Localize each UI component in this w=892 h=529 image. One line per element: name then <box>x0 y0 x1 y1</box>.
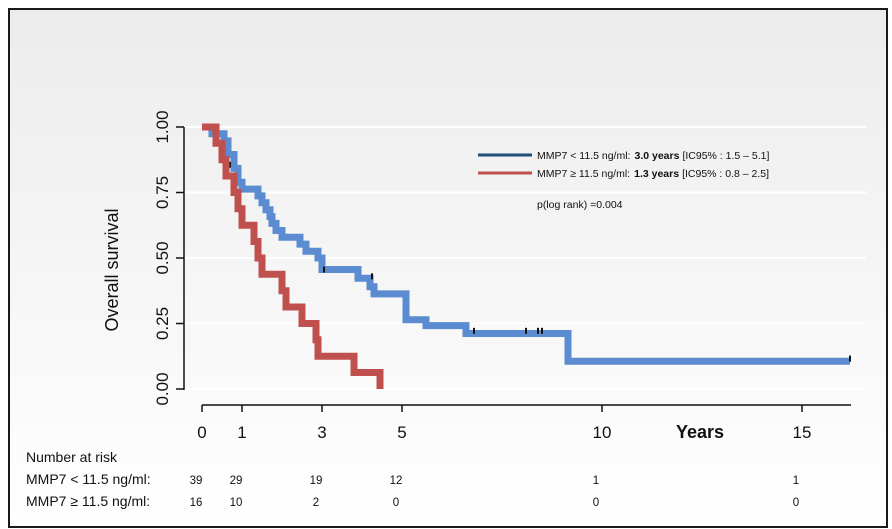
risk-value: 12 <box>390 475 403 487</box>
x-tick-label: 15 <box>793 423 812 442</box>
x-tick-label: 0 <box>197 423 206 442</box>
risk-value: 0 <box>393 497 399 509</box>
legend: MMP7 < 11.5 ng/ml: 3.0 years [IC95% : 1.5 … <box>478 150 770 180</box>
x-tick-label: 3 <box>317 423 326 442</box>
y-tick-label: 0.50 <box>153 241 172 274</box>
risk-row-label-high: MMP7 ≥ 11.5 ng/ml: <box>26 493 150 509</box>
risk-value: 39 <box>190 475 203 487</box>
risk-value: 29 <box>230 475 243 487</box>
risk-value: 1 <box>793 475 799 487</box>
y-tick-label: 1.00 <box>153 110 172 143</box>
x-tick-label: 1 <box>237 423 246 442</box>
logrank-p-value: p(log rank) =0.004 <box>537 199 623 211</box>
risk-table: Number at risk MMP7 < 11.5 ng/ml: MMP7 ≥… <box>26 449 799 509</box>
chart-frame <box>8 8 888 528</box>
risk-value: 0 <box>793 497 799 509</box>
risk-value: 2 <box>313 497 319 509</box>
legend-text-high: MMP7 ≥ 11.5 ng/ml: 1.3 years [IC95% : 0.8 … <box>537 168 769 180</box>
y-tick-label: 0.00 <box>153 372 172 405</box>
risk-value: 0 <box>593 497 599 509</box>
curve-series-1 <box>202 123 384 389</box>
survival-curves <box>202 123 851 389</box>
y-axis-title: Overall survival <box>102 208 122 331</box>
y-tick-label: 0.75 <box>153 176 172 209</box>
risk-table-title: Number at risk <box>26 449 118 465</box>
y-tick-label: 0.25 <box>153 307 172 340</box>
risk-row-label-low: MMP7 < 11.5 ng/ml: <box>26 471 151 487</box>
risk-value: 16 <box>190 497 203 509</box>
gridlines <box>184 126 866 390</box>
legend-text-low: MMP7 < 11.5 ng/ml: 3.0 years [IC95% : 1.5 … <box>537 150 770 162</box>
x-ticks: 0 1 3 5 10 15 <box>197 405 811 442</box>
x-axis-title: Years <box>676 422 724 442</box>
risk-value: 10 <box>230 497 243 509</box>
x-tick-label: 10 <box>593 423 612 442</box>
risk-value: 19 <box>310 475 323 487</box>
y-ticks: 0.00 0.25 0.50 0.75 1.00 <box>153 110 184 406</box>
risk-value: 1 <box>593 475 599 487</box>
x-tick-label: 5 <box>397 423 406 442</box>
curve-series-0 <box>202 123 850 365</box>
